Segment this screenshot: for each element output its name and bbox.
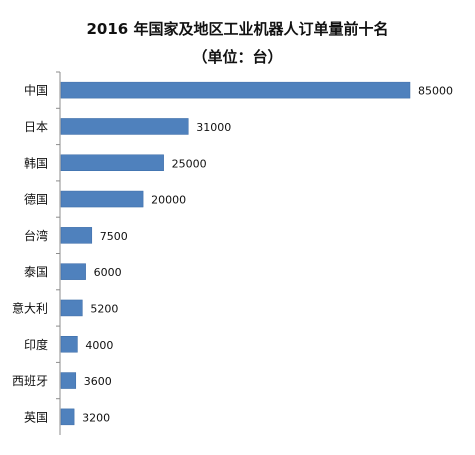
category-label: 中国	[24, 83, 48, 98]
bar-item-2	[60, 154, 164, 171]
data-label: 31000	[196, 121, 231, 134]
category-label: 韩国	[24, 155, 48, 170]
data-label: 85000	[418, 85, 453, 98]
bar-item-6	[60, 299, 83, 317]
data-label: 4000	[85, 339, 113, 352]
data-label: 5200	[90, 302, 118, 315]
data-label: 3600	[84, 375, 112, 388]
bar-item-4	[60, 227, 93, 244]
bar-item-3	[60, 190, 144, 208]
category-label: 泰国	[24, 265, 48, 279]
bar-item-7	[60, 336, 78, 353]
category-label: 印度	[24, 337, 48, 352]
chart-subtitle: （单位：台）	[192, 48, 283, 66]
data-label: 3200	[82, 411, 110, 424]
data-label: 7500	[100, 230, 128, 243]
bar-item-9	[60, 408, 75, 426]
data-label: 20000	[151, 194, 186, 207]
category-label: 西班牙	[12, 374, 48, 388]
category-label: 英国	[24, 410, 48, 424]
bar-item-0	[60, 81, 411, 99]
bar-item-5	[60, 263, 86, 280]
category-label: 台湾	[24, 228, 48, 243]
bar-item-8	[60, 372, 77, 389]
category-label: 德国	[24, 192, 48, 207]
bar-item-1	[60, 118, 189, 135]
category-label: 日本	[24, 120, 48, 134]
data-label: 25000	[172, 157, 207, 170]
category-label: 意大利	[12, 300, 48, 315]
chart-title: 2016 年国家及地区工业机器人订单量前十名	[86, 20, 389, 38]
data-label: 6000	[94, 266, 122, 279]
